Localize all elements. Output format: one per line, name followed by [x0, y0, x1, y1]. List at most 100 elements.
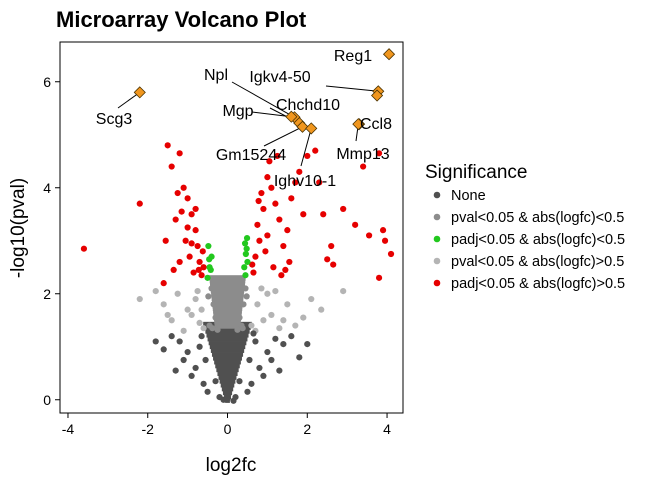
density-band-pval — [212, 305, 243, 309]
data-point — [270, 264, 277, 271]
data-point — [324, 256, 331, 263]
data-point — [260, 317, 267, 324]
data-point — [164, 142, 171, 149]
legend-swatch — [433, 191, 441, 199]
data-point — [176, 258, 183, 266]
data-point — [340, 205, 347, 213]
data-point — [256, 237, 263, 244]
y-axis: 0 2 4 6 — [43, 74, 60, 408]
data-point — [188, 240, 195, 247]
data-point — [262, 248, 269, 255]
density-band-none — [221, 387, 234, 392]
density-band-pval — [210, 285, 245, 289]
x-tick-label: 0 — [224, 421, 232, 437]
data-point — [278, 272, 285, 279]
data-point — [206, 256, 213, 263]
data-point — [200, 325, 207, 332]
x-tick-label: -4 — [62, 421, 75, 437]
data-point — [255, 197, 262, 205]
data-point — [328, 242, 335, 250]
data-point — [178, 208, 185, 215]
density-band-pval — [213, 315, 242, 319]
density-band-pval — [212, 307, 243, 312]
data-point — [240, 301, 247, 308]
density-band-pval — [214, 323, 241, 327]
density-band-pval — [214, 320, 241, 324]
data-point — [196, 258, 203, 266]
data-point — [280, 341, 287, 348]
highlighted-gene-point — [133, 86, 146, 99]
density-band-pval — [210, 282, 246, 286]
x-tick-label: 2 — [303, 421, 311, 437]
data-point — [188, 311, 195, 319]
density-band-pval — [211, 297, 244, 302]
density-band-none — [205, 329, 250, 334]
data-point — [300, 211, 307, 218]
data-point — [164, 311, 171, 319]
data-point — [254, 301, 261, 308]
leader-line — [300, 128, 312, 167]
gene-label: Mgp — [222, 103, 253, 120]
data-point — [375, 274, 383, 281]
data-point — [250, 330, 257, 337]
data-point — [188, 372, 195, 379]
data-point — [252, 338, 259, 345]
data-point — [176, 150, 183, 157]
data-point — [168, 163, 175, 170]
x-tick-label: 4 — [383, 421, 391, 437]
density-band-none — [211, 352, 244, 357]
data-point — [308, 295, 315, 303]
legend: Significance None pval<0.05 & abs(logfc)<… — [425, 162, 625, 292]
legend-title: Significance — [425, 162, 527, 183]
data-point — [244, 258, 251, 266]
data-point — [168, 333, 175, 340]
data-point — [248, 322, 255, 329]
y-tick-label: 4 — [43, 180, 51, 196]
gene-label: Igkv4-50 — [249, 69, 310, 86]
data-point — [241, 264, 248, 271]
data-point — [152, 288, 159, 295]
legend-swatch — [433, 213, 441, 221]
data-point — [192, 227, 199, 234]
density-band-none — [208, 341, 247, 346]
data-point — [160, 301, 167, 308]
leader-line — [263, 126, 303, 147]
gene-label: Chchd10 — [276, 97, 340, 114]
density-band-none — [207, 337, 248, 342]
data-point — [250, 269, 257, 276]
data-point — [220, 396, 227, 403]
density-band-pval — [210, 287, 245, 291]
data-point — [288, 333, 295, 340]
highlighted-gene-points — [133, 48, 396, 135]
gene-labels: Reg1 Igkv4-50 Npl Chchd10 Mgp Scg3 Ccl8 Gm15244… — [96, 48, 392, 190]
y-tick-label: 2 — [43, 286, 51, 302]
data-point — [184, 306, 191, 313]
density-band-none — [220, 383, 235, 388]
data-point — [276, 325, 283, 332]
data-point — [214, 326, 221, 333]
highlighted-gene-point — [296, 120, 309, 133]
data-point — [205, 293, 212, 300]
data-point — [276, 367, 283, 374]
data-point — [268, 311, 275, 319]
data-point — [254, 221, 261, 228]
data-point — [268, 356, 275, 364]
data-point — [304, 152, 311, 160]
data-point — [375, 150, 383, 157]
data-point — [172, 216, 179, 223]
density-band-none — [209, 344, 246, 350]
data-point — [284, 227, 291, 234]
density-band-none — [218, 375, 237, 380]
data-point — [243, 235, 251, 242]
density-band-none — [217, 371, 238, 377]
data-point — [352, 221, 359, 228]
data-point — [296, 168, 303, 175]
data-point — [286, 258, 293, 266]
data-point — [160, 280, 167, 287]
data-point — [280, 317, 287, 324]
density-band-pval — [213, 317, 242, 322]
density-band-pval — [213, 310, 242, 314]
data-point — [152, 338, 159, 345]
data-point — [249, 261, 256, 268]
y-tick-label: 0 — [43, 392, 51, 408]
